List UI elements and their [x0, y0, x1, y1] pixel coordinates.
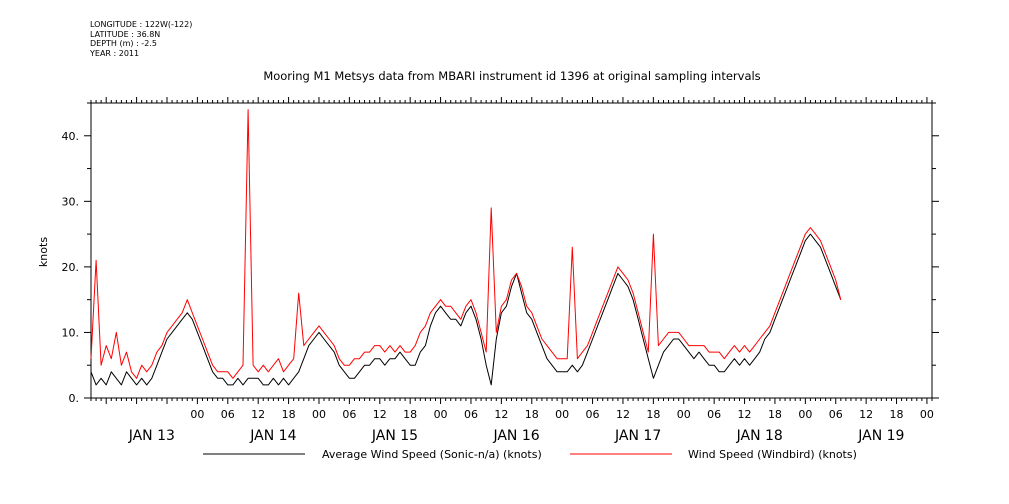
legend: Average Wind Speed (Sonic-n/a) (knots) Wi…: [203, 448, 857, 461]
x-hour-label: 00: [798, 408, 812, 421]
x-hour-label: 00: [920, 408, 934, 421]
x-day-label: JAN 16: [492, 428, 539, 444]
legend-label-average: Average Wind Speed (Sonic-n/a) (knots): [322, 448, 542, 461]
plot-frame: [90, 97, 933, 404]
x-hour-label: 18: [403, 408, 417, 421]
legend-label-windbird: Wind Speed (Windbird) (knots): [688, 448, 857, 461]
x-hour-label: 12: [859, 408, 873, 421]
x-hour-label: 06: [342, 408, 356, 421]
plot-border: [90, 102, 933, 399]
x-hour-label: 00: [555, 408, 569, 421]
x-hour-label: 06: [586, 408, 600, 421]
series-layer: [90, 109, 842, 386]
x-day-label: JAN 19: [857, 428, 904, 444]
y-axis-label: knots: [37, 237, 50, 267]
x-hour-label: 18: [525, 408, 539, 421]
x-hour-label: 06: [707, 408, 721, 421]
metadata-depth: DEPTH (m) : -2.5: [90, 39, 157, 48]
x-day-label: JAN 15: [371, 428, 418, 444]
x-day-label: JAN 14: [249, 428, 296, 444]
series-line-average-wind-speed: [90, 233, 842, 386]
y-tick-label: 30.: [62, 195, 80, 208]
series-line-windbird-wind-speed: [90, 109, 842, 379]
x-hour-label: 12: [494, 408, 508, 421]
metadata-block: LONGITUDE : 122W(-122) LATITUDE : 36.8N …: [90, 20, 192, 58]
x-day-label: JAN 17: [614, 428, 661, 444]
y-tick-label: 40.: [62, 130, 80, 143]
x-hour-label: 00: [677, 408, 691, 421]
y-tick-label: 20.: [62, 261, 80, 274]
x-hour-label: 18: [282, 408, 296, 421]
x-hour-label: 06: [221, 408, 235, 421]
metadata-longitude: LONGITUDE : 122W(-122): [90, 20, 193, 29]
y-tick-label: 0.: [69, 392, 80, 405]
metadata-latitude: LATITUDE : 36.8N: [90, 29, 161, 39]
x-hour-label: 12: [616, 408, 630, 421]
x-hour-label: 06: [829, 408, 843, 421]
y-tick-label: 10.: [62, 326, 80, 339]
x-hour-label: 00: [312, 408, 326, 421]
x-hour-label: 00: [190, 408, 204, 421]
x-hour-label: 00: [434, 408, 448, 421]
x-hour-label: 12: [738, 408, 752, 421]
x-axis: 00 06 12 18 00 06 12 18 00 06 12 18 00 06 12 18 00 06 12 18…: [128, 408, 934, 444]
x-day-label: JAN 13: [128, 428, 175, 444]
x-hour-label: 18: [768, 408, 782, 421]
y-axis: 0. 10. 20. 30. 40.: [62, 102, 939, 405]
x-hour-label: 12: [251, 408, 265, 421]
metadata-year: YEAR : 2011: [90, 48, 140, 58]
x-hour-label: 12: [373, 408, 387, 421]
chart-title: Mooring M1 Metsys data from MBARI instru…: [263, 69, 760, 83]
x-hour-label: 18: [890, 408, 904, 421]
x-hour-label: 18: [646, 408, 660, 421]
x-day-label: JAN 18: [736, 428, 783, 444]
x-hour-label: 06: [464, 408, 478, 421]
